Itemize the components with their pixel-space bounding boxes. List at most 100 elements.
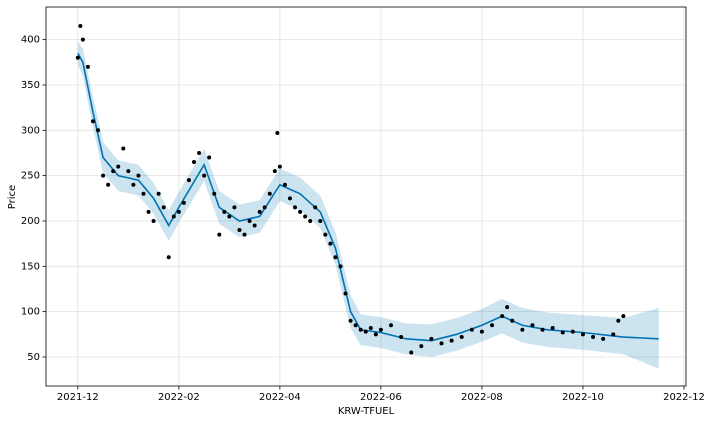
observed-point [242,232,247,237]
observed-point [282,182,287,187]
observed-point [479,329,484,334]
observed-point [78,24,83,29]
observed-point [378,327,383,332]
observed-point [333,255,338,260]
observed-point [293,205,298,210]
observed-point [308,218,313,223]
observed-point [275,131,280,136]
plot-frame [45,6,687,387]
observed-point [272,169,277,174]
observed-point [146,209,151,214]
observed-point [96,128,101,133]
y-tick-label: 150 [21,261,40,272]
observed-point [409,350,414,355]
observed-point [358,327,363,332]
observed-point [621,314,626,319]
observed-point [151,218,156,223]
observed-point [363,329,368,334]
observed-point [500,314,505,319]
observed-point [343,291,348,296]
observed-point [232,205,237,210]
observed-point [212,191,217,196]
observed-point [267,191,272,196]
y-tick-label: 350 [21,80,40,91]
observed-point [80,37,85,42]
observed-point [550,325,555,330]
observed-point [141,191,146,196]
observed-point [348,318,353,323]
observed-point [328,241,333,246]
observed-point [222,209,227,214]
y-axis-label: Price [7,185,18,209]
observed-point [171,214,176,219]
observed-point [429,336,434,341]
observed-point [85,64,90,69]
observed-point [530,323,535,328]
observed-point [560,330,565,335]
observed-point [237,228,242,233]
observed-point [181,200,186,205]
observed-point [459,335,464,340]
observed-point [121,146,126,151]
observed-point [207,155,212,160]
y-tick-label: 200 [21,216,40,227]
observed-point [202,173,207,178]
observed-point [176,209,181,214]
observed-point [469,327,474,332]
observed-point [136,173,141,178]
observed-point [313,205,318,210]
y-tick-label: 250 [21,171,40,182]
x-tick-label: 2022-06 [360,392,402,403]
observed-point [318,218,323,223]
observed-point [247,218,252,223]
x-tick-label: 2021-12 [57,392,99,403]
observed-point [106,182,111,187]
observed-point [399,335,404,340]
observed-point [111,169,116,174]
observed-point [373,332,378,337]
x-tick-label: 2022-02 [158,392,200,403]
observed-point [227,214,232,219]
observed-point [449,338,454,343]
observed-point [490,323,495,328]
observed-point [611,332,616,337]
observed-point [166,255,171,260]
observed-point [510,318,515,323]
x-axis-label: KRW-TFUEL [338,406,395,417]
observed-point [616,318,621,323]
x-tick-label: 2022-08 [461,392,503,403]
observed-point [75,55,80,60]
x-tick-label: 2022-12 [663,392,705,403]
observed-point [197,150,202,155]
observed-point [323,232,328,237]
observed-point [252,223,257,228]
observed-point [601,336,606,341]
observed-point [505,305,510,310]
observed-point [156,191,161,196]
y-tick-label: 100 [21,307,40,318]
observed-point [520,327,525,332]
observed-point [192,160,197,165]
observed-point [303,214,308,219]
y-tick-label: 50 [27,352,40,363]
observed-point [186,178,191,183]
observed-point [419,344,424,349]
observed-point [389,323,394,328]
observed-point [262,205,267,210]
y-tick-label: 300 [21,125,40,136]
observed-point [570,329,575,334]
observed-point [90,119,95,124]
observed-point [439,341,444,346]
observed-point [217,232,222,237]
observed-point [368,325,373,330]
observed-point [540,327,545,332]
uncertainty-band [77,41,659,369]
observed-point [591,335,596,340]
x-tick-label: 2022-04 [259,392,301,403]
observed-point [126,169,131,174]
observed-point [353,323,358,328]
forecast-line [77,52,659,342]
observed-point [131,182,136,187]
observed-point [580,332,585,337]
